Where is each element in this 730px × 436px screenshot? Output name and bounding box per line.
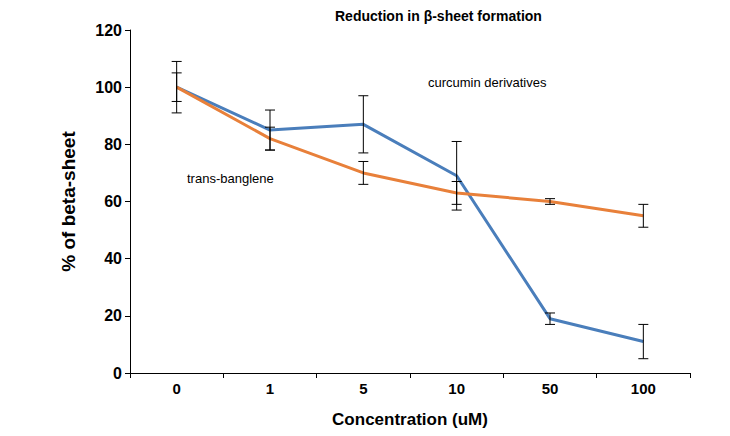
svg-text:Concentration (uM): Concentration (uM)	[332, 410, 488, 429]
svg-text:80: 80	[104, 136, 122, 153]
svg-text:100: 100	[95, 79, 122, 96]
svg-text:1: 1	[266, 380, 274, 397]
svg-text:5: 5	[359, 380, 367, 397]
svg-text:120: 120	[95, 22, 122, 39]
svg-text:% of beta-sheet: % of beta-sheet	[58, 131, 79, 272]
svg-text:0: 0	[172, 380, 180, 397]
svg-text:0: 0	[113, 365, 122, 382]
svg-text:50: 50	[542, 380, 559, 397]
svg-text:20: 20	[104, 307, 122, 324]
svg-text:100: 100	[631, 380, 656, 397]
svg-text:60: 60	[104, 193, 122, 210]
svg-text:10: 10	[448, 380, 465, 397]
svg-text:curcumin derivatives: curcumin derivatives	[428, 75, 547, 90]
svg-text:trans-banglene: trans-banglene	[187, 171, 274, 186]
svg-text:40: 40	[104, 250, 122, 267]
svg-text:Reduction in β-sheet formation: Reduction in β-sheet formation	[335, 8, 542, 24]
